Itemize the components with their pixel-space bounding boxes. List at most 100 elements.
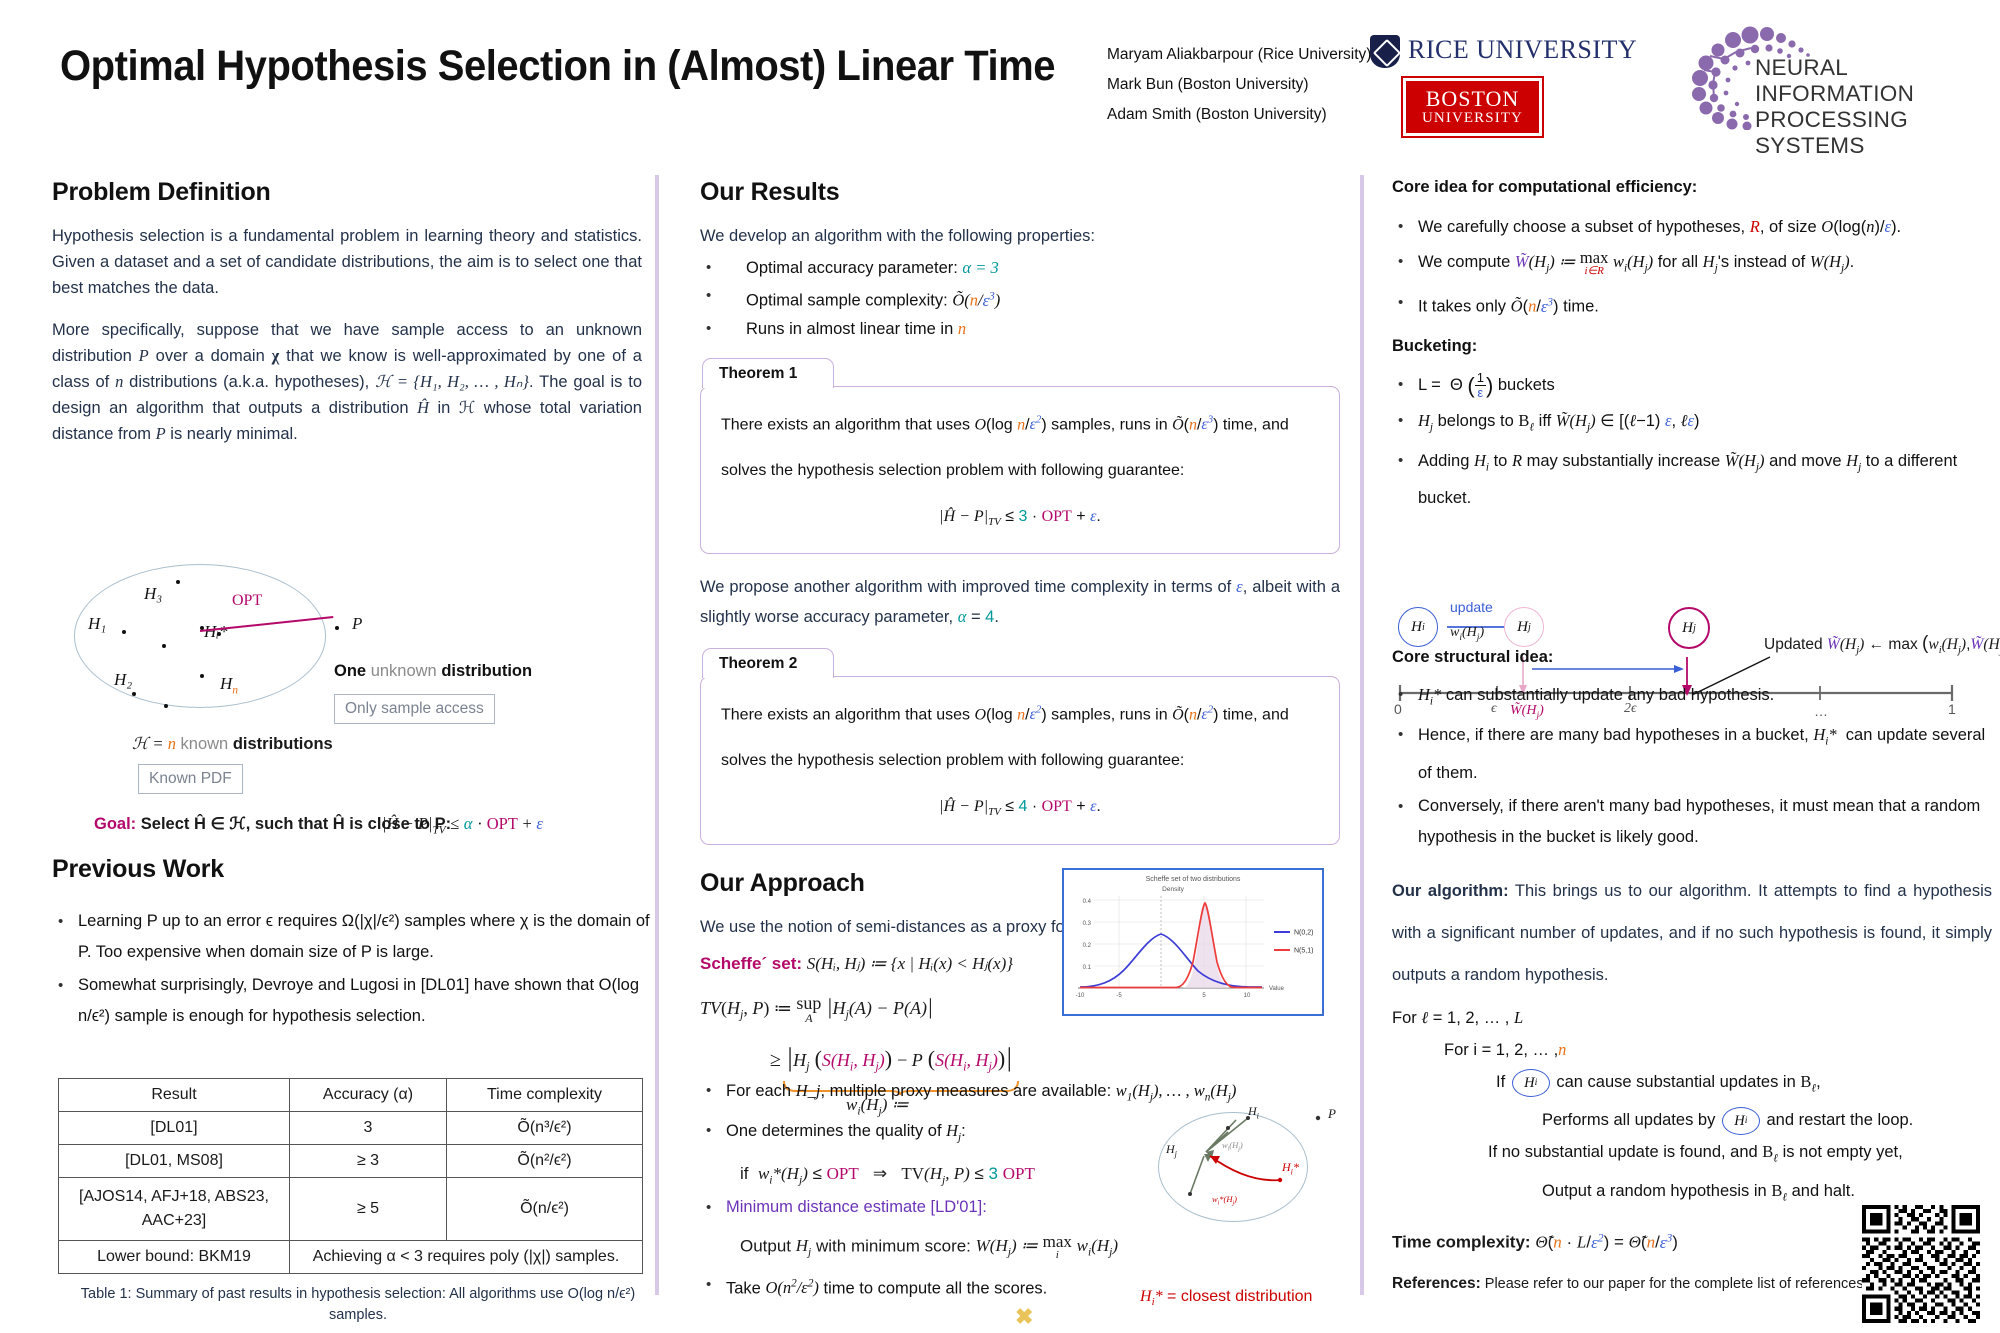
chart-title: Scheffe set of two distributions: [1145, 876, 1241, 883]
svg-text:N(5,1): N(5,1): [1294, 948, 1313, 955]
bu-logo-line2: UNIVERSITY: [1422, 109, 1523, 126]
approach-bullet-list: For each H_j, multiple proxy measures ar…: [700, 1075, 1340, 1154]
svg-text:-5: -5: [1116, 993, 1122, 999]
time-bullet-list: Take O(n2/ε2) time to compute all the sc…: [700, 1269, 1340, 1305]
p2-c: that we know is well-approximated by one…: [52, 347, 642, 391]
theorem-2-line2: solves the hypothesis selection problem …: [721, 752, 1185, 770]
author-1: Maryam Aliakbarpour (Rice University): [1107, 46, 1372, 63]
column-our-results: Our Results We develop an algorithm with…: [700, 178, 1340, 1117]
update-diagram: Hi Hj Hi* wi(Hj) wi*(Hj) P: [1140, 1098, 1340, 1228]
cell-accuracy: ≥ 5: [289, 1177, 447, 1241]
p2-n: n: [115, 372, 124, 391]
hknown-post: distributions: [228, 735, 333, 753]
neurips-logo: NEURAL INFORMATION PROCESSING SYSTEMS: [1680, 20, 1980, 158]
table-header-row: Result Accuracy (α) Time complexity: [58, 1078, 643, 1112]
cell-lower-bound-text: Achieving α < 3 requires poly (|χ|) samp…: [289, 1240, 643, 1274]
bullet-text: Optimal sample complexity:: [746, 291, 953, 310]
diagram-label-Hn: Hn: [220, 674, 239, 697]
list-item: One determines the quality of Hj:: [700, 1115, 1340, 1153]
tv-definition-line2: ≥ |Hj (S(Hi, Hj)) − P (S(Hi, Hj))|: [770, 1043, 1013, 1074]
diagram-label-Histar: Hᵢ*: [204, 622, 228, 641]
svg-text:0.3: 0.3: [1083, 921, 1092, 927]
algo-line-6: Output a random hypothesis in Bℓ and hal…: [1542, 1180, 1855, 1203]
bullet-math: n: [957, 318, 967, 338]
p2-d: distributions (a.k.a. hypotheses),: [123, 373, 376, 391]
table-row: Lower bound: BKM19 Achieving α < 3 requi…: [58, 1240, 643, 1274]
table-row: [DL01, MS08] ≥ 3 Õ(n²/ϵ²): [58, 1144, 643, 1178]
scheffe-chart: Scheffe set of two distributions Density: [1062, 868, 1324, 1016]
diagram-dot: [164, 704, 168, 708]
cell-result: [AJOS14, AFJ+18, ABS23, AAC+23]: [58, 1177, 290, 1241]
p2-P2: P: [155, 424, 166, 443]
sample-access-badge: Only sample access: [334, 694, 495, 724]
cell-result: [DL01]: [58, 1111, 290, 1145]
algo-line-2: For i = 1, 2, … ,n: [1444, 1040, 1567, 1059]
cell-result: [DL01, MS08]: [58, 1144, 290, 1178]
bullet-text: Optimal accuracy parameter:: [746, 259, 963, 277]
list-item: We compute W̃(Hj) ≔ max i∈R wi(Hj) for a…: [1392, 245, 1992, 285]
goal-equation: |Ĥ − P|TV ≤ α · OPT + ε: [382, 814, 543, 837]
diagram-label-H1: H₁: [88, 614, 107, 633]
neurips-line2: PROCESSING SYSTEMS: [1755, 107, 1909, 158]
p-label: P: [352, 614, 363, 633]
rice-university-logo: RICE UNIVERSITY: [1370, 33, 1637, 69]
column-problem-definition: Problem Definition Hypothesis selection …: [52, 178, 642, 447]
svg-text:0.4: 0.4: [1083, 899, 1092, 905]
bullet-text: Runs in almost linear time in: [746, 319, 958, 338]
previous-results-table: Result Accuracy (α) Time complexity [DL0…: [58, 1078, 643, 1274]
col-header-time: Time complexity: [446, 1078, 643, 1112]
p2-chi: χ: [271, 346, 280, 365]
diag2-label-wi: wi(Hj): [1222, 1140, 1243, 1153]
list-item: We carefully choose a subset of hypothes…: [1392, 211, 1992, 243]
goal-label: Goal:: [94, 815, 137, 833]
list-item: Minimum distance estimate [LD'01]:: [700, 1192, 1340, 1223]
svg-text:Value: Value: [1269, 986, 1285, 992]
heading-structural-idea: Core structural idea:: [1392, 648, 1554, 666]
boston-university-logo: BOSTON UNIVERSITY: [1403, 78, 1542, 136]
section-heading-problem-definition: Problem Definition: [52, 178, 271, 206]
section-heading-our-results: Our Results: [700, 178, 840, 206]
column-divider-1: [655, 175, 659, 1295]
list-item: Learning P up to an error ϵ requires Ω(|…: [52, 906, 652, 968]
svg-text:0.2: 0.2: [1083, 943, 1092, 949]
rice-shield-icon: [1370, 35, 1400, 68]
qr-code[interactable]: [1862, 1205, 1980, 1323]
references-text: Please refer to our paper for the comple…: [1480, 1275, 1868, 1292]
list-item: Runs in almost linear time in n: [700, 316, 1340, 342]
diag2-label-Hj: Hj: [1166, 1142, 1177, 1159]
section-heading-our-approach: Our Approach: [700, 868, 865, 897]
theorem-1-box: Theorem 1 There exists an algorithm that…: [700, 357, 1340, 555]
list-item: Optimal accuracy parameter: α = 3: [700, 255, 1340, 281]
tv-definition-line1: TV(Hj, P) ≔ sup A |Hj(A) − P(A)|: [700, 992, 934, 1025]
bucket-updated-formula: Updated W̃(Hj) ← max (wi(Hj),W̃(Hj)): [1764, 633, 2000, 657]
quality-condition-line: if wi*(Hj) ≤ OPT ⇒ TV(Hj, P) ≤ 3 OPT: [740, 1163, 1035, 1186]
bullet-math: α = 3: [962, 258, 999, 277]
diag2-label-Hi: Hi: [1248, 1104, 1259, 1121]
mde-label: Minimum distance estimate [LD'01]:: [726, 1197, 987, 1216]
svg-text:N(0,2): N(0,2): [1294, 930, 1313, 937]
problem-paragraph-2: More specifically, suppose that we have …: [52, 317, 642, 447]
theorem-1-equation: |Ĥ − P|TV ≤ 3 · OPT + ε.: [939, 507, 1101, 529]
col-header-accuracy: Accuracy (α): [289, 1078, 447, 1112]
approach-bullets: For each H_j, multiple proxy measures ar…: [700, 1075, 1340, 1314]
author-2: Mark Bun (Boston University): [1107, 76, 1309, 93]
x-mark-icon: ✖: [1015, 1304, 1034, 1329]
diag2-label-Histar: Hi*: [1282, 1160, 1299, 1177]
algorithm-section: Our algorithm: This brings us to our alg…: [1392, 870, 1992, 1293]
bucketing-bullets: L = Θ (1ε) buckets Hj belongs to Bℓ iff …: [1392, 368, 1992, 515]
theorem-2-body: There exists an algorithm that uses O(lo…: [700, 676, 1340, 845]
chart-plot-area: 0.4 0.3 0.2 0.1 -10 -5 5 10 N(0,2) N(5,1…: [1076, 896, 1313, 999]
column-core-idea: Core idea for computational efficiency: …: [1392, 178, 1992, 524]
table-caption: Table 1: Summary of past results in hypo…: [80, 1286, 636, 1323]
unknown-suffix: distribution: [436, 662, 533, 680]
qr-code-icon[interactable]: [1862, 1205, 1980, 1323]
unknown-mid: unknown: [370, 662, 437, 680]
update-diagram-circle: [1158, 1112, 1308, 1222]
cell-lower-bound-label: Lower bound: BKM19: [58, 1240, 290, 1274]
